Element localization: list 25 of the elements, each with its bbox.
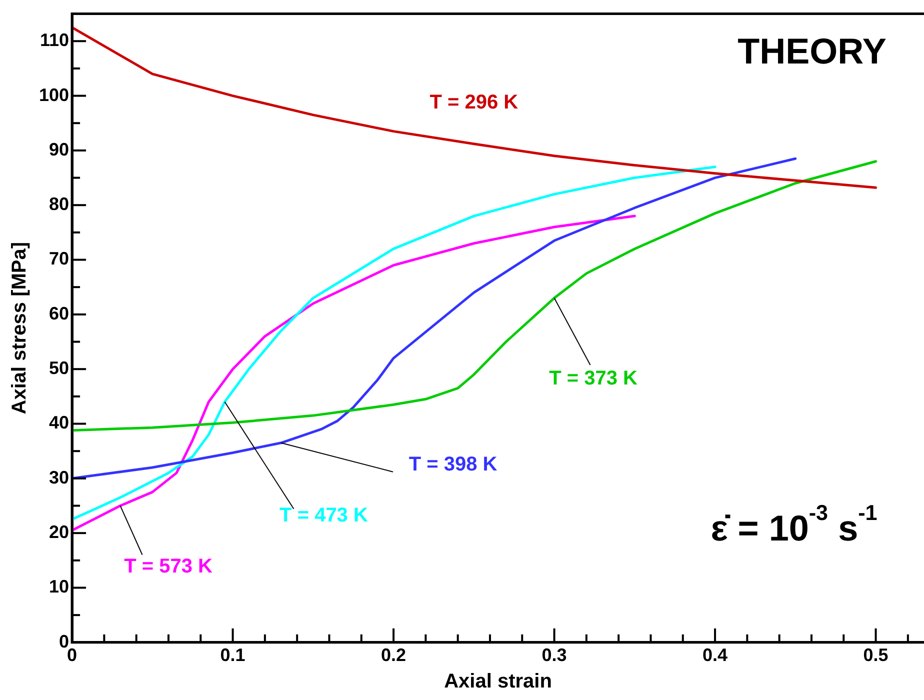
x-tick-label: 0.3: [542, 645, 567, 666]
y-tick-label: 0: [59, 631, 70, 652]
y-tick-label: 20: [49, 522, 70, 542]
y-tick-label: 50: [49, 358, 70, 378]
text: T = 373 K: [549, 368, 638, 390]
y-tick-label: 100: [38, 84, 70, 105]
x-tick-label: 0.1: [220, 645, 246, 666]
x-tick-label: 0.4: [702, 645, 728, 666]
x-axis-title: Axial strain: [444, 670, 552, 693]
y-tick-label: 30: [49, 467, 70, 488]
y-tick-label: 60: [49, 303, 70, 324]
y-tick-label: 70: [49, 248, 70, 269]
x-tick-label: 0.5: [863, 645, 888, 666]
text: T = 473 K: [280, 504, 368, 526]
series-label: T = 296 K: [430, 91, 519, 114]
x-tick-label: 0.2: [381, 645, 406, 666]
y-axis-title: Axial stress [MPa]: [8, 242, 31, 414]
text: T = 398 K: [408, 453, 498, 476]
y-tick-label: 90: [49, 139, 70, 160]
y-tick-label: 10: [49, 576, 70, 597]
y-tick-label: 110: [40, 30, 70, 50]
y-tick-label: 40: [49, 412, 70, 433]
text: T = 573 K: [124, 555, 213, 578]
annotation: THEORY: [738, 30, 886, 72]
y-tick-label: 80: [49, 194, 70, 214]
